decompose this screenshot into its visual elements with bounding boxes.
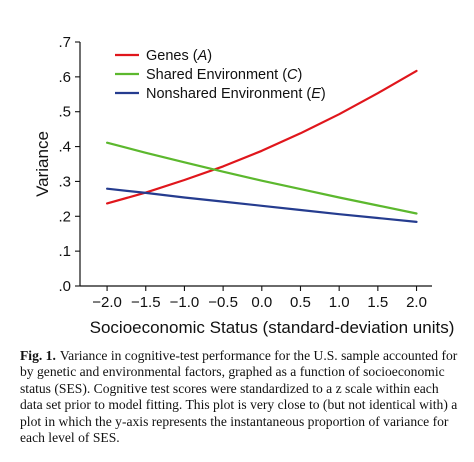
series-line (105, 69, 418, 205)
series-lines (105, 69, 418, 223)
axes (79, 42, 432, 287)
x-axis-label: Socioeconomic Status (standard-deviation… (90, 318, 455, 337)
y-tick-label: .7 (58, 34, 71, 51)
x-tick-label: −0.5 (208, 294, 238, 311)
legend-entry: Genes (A) (146, 48, 212, 64)
x-tick-label: −1.5 (131, 294, 161, 311)
x-tick-label: −2.0 (92, 294, 122, 311)
y-axis-label: Variance (33, 131, 52, 197)
x-tick-label: 2.0 (406, 294, 427, 311)
legend-entry: Nonshared Environment (E) (146, 86, 326, 102)
legend-entry: Shared Environment (C) (146, 67, 302, 83)
x-tick-label: −1.0 (170, 294, 200, 311)
x-tick-label: 0.5 (290, 294, 311, 311)
y-tick-label: .2 (58, 208, 71, 225)
figure-caption: Fig. 1. Variance in cognitive-test perfor… (20, 348, 460, 446)
x-tick-label: 0.0 (251, 294, 272, 311)
caption-label: Fig. 1. (20, 348, 56, 363)
series-line (105, 187, 418, 223)
y-tick-label: .6 (58, 69, 71, 86)
y-tick-label: .4 (58, 139, 71, 156)
legend: Genes (A) Shared Environment (C) Nonshared… (115, 48, 326, 102)
ticks: .0 .1 .2 .3 .4 .5 .6 .7 −2.0 −1.5 −1.0 −0.5 0.0 0.5 1.… (58, 34, 426, 311)
x-tick-label: 1.5 (367, 294, 388, 311)
caption-text: Variance in cognitive-test performance f… (20, 348, 458, 446)
x-tick-label: 1.0 (329, 294, 350, 311)
y-tick-label: .1 (58, 243, 71, 260)
y-tick-label: .5 (58, 104, 71, 121)
y-tick-label: .0 (58, 278, 71, 295)
y-tick-label: .3 (58, 173, 71, 190)
line-chart: .0 .1 .2 .3 .4 .5 .6 .7 −2.0 −1.5 −1.0 −0.5 0.0 0.5 1.… (33, 34, 455, 337)
series-line (105, 141, 418, 215)
